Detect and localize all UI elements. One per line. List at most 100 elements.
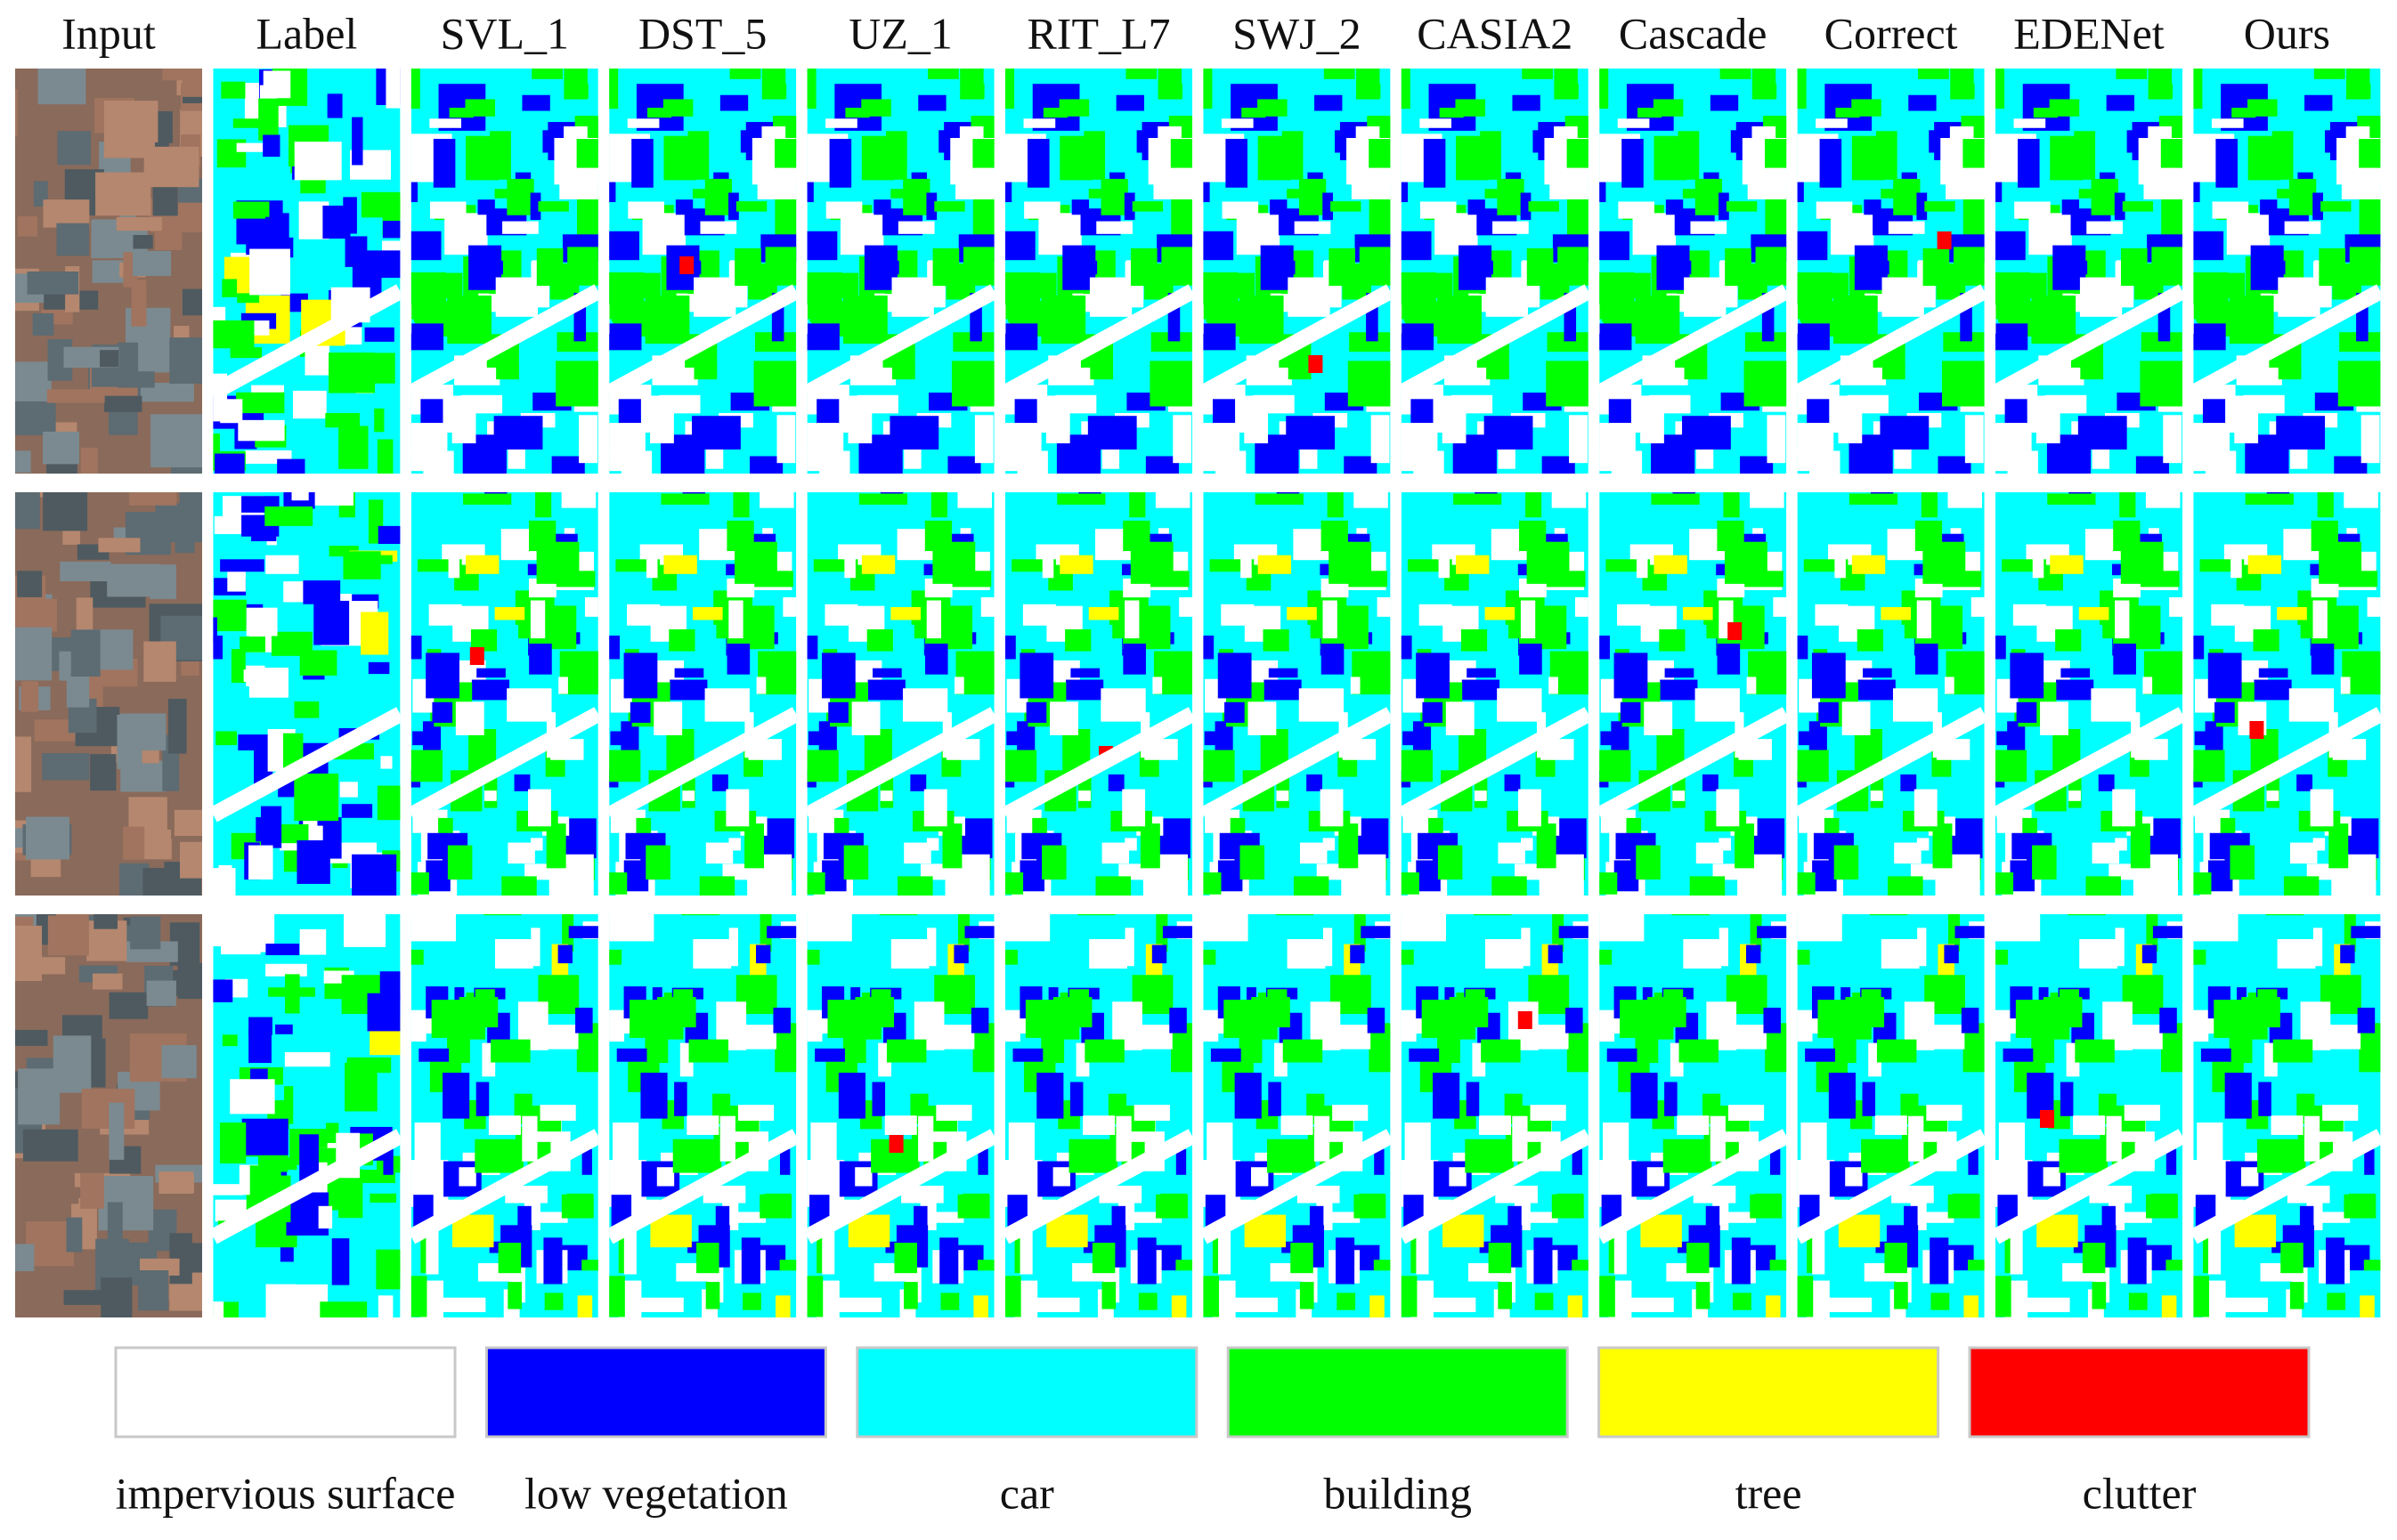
seg-patch (1900, 774, 1917, 791)
road (1995, 707, 2182, 823)
seg-patch (339, 782, 358, 798)
input-patch (56, 223, 90, 256)
seg-patch (2326, 1237, 2345, 1285)
seg-patch (1484, 189, 1518, 199)
legend-swatch (1597, 1346, 1940, 1439)
seg-patch (1682, 606, 1713, 620)
seg-patch (1445, 701, 1475, 735)
seg-patch (953, 332, 995, 353)
seg-patch (1132, 201, 1164, 212)
seg-patch (1203, 69, 1213, 109)
seg-patch (265, 555, 299, 574)
seg-patch (1797, 1276, 1814, 1317)
seg-patch (1924, 201, 1955, 212)
seg-patch (292, 390, 327, 419)
column-header: RIT_L7 (1027, 8, 1170, 58)
seg-patch (2234, 395, 2259, 444)
seg-patch (370, 902, 415, 911)
seg-patch (299, 650, 337, 676)
seg-patch (1251, 1167, 1269, 1187)
seg-patch (1069, 1082, 1084, 1116)
seg-patch (263, 70, 291, 99)
seg-patch (410, 182, 418, 203)
seg-patch (1875, 260, 1889, 275)
seg-patch (2086, 221, 2123, 234)
seg-patch (1769, 1260, 1787, 1271)
seg-patch (641, 272, 661, 299)
tile-content (807, 492, 995, 896)
seg-patch (551, 456, 585, 474)
seg-patch (1613, 652, 1648, 699)
seg-patch (2247, 99, 2278, 117)
seg-patch (378, 525, 401, 545)
road (1005, 1129, 1192, 1244)
seg-patch (483, 790, 497, 801)
road (1797, 707, 1985, 823)
seg-patch (213, 434, 220, 453)
seg-patch (1354, 877, 1369, 896)
seg-patch (735, 247, 761, 287)
seg-patch (1841, 701, 1871, 735)
seg-patch (940, 1293, 960, 1310)
seg-patch (562, 877, 578, 896)
seg-patch (1943, 332, 1985, 353)
seg-patch (2060, 1082, 2074, 1116)
seg-patch (1659, 628, 1686, 652)
seg-patch (2349, 247, 2381, 286)
seg-patch (1694, 688, 1740, 722)
seg-patch (1087, 416, 1137, 450)
seg-patch (871, 989, 891, 1025)
seg-patch (410, 636, 422, 660)
seg-patch (647, 108, 672, 118)
seg-patch (1089, 938, 1127, 969)
seg-patch (918, 94, 947, 111)
seg-patch (609, 423, 646, 457)
seg-patch (1995, 231, 2026, 261)
seg-patch (320, 1301, 368, 1317)
seg-patch (753, 361, 797, 407)
seg-patch (535, 492, 552, 518)
input-patch (138, 1270, 169, 1311)
seg-patch (672, 1139, 722, 1173)
seg-patch (1077, 914, 1116, 916)
seg-patch (1122, 789, 1146, 827)
seg-patch (465, 99, 495, 117)
seg-patch (1369, 1295, 1385, 1317)
seg-patch (705, 842, 734, 864)
seg-patch (623, 1229, 637, 1275)
seg-patch (756, 677, 767, 694)
seg-patch (1419, 118, 1452, 128)
seg-patch (928, 69, 959, 79)
seg-patch (872, 668, 902, 678)
seg-patch (2022, 817, 2037, 836)
seg-patch (284, 1051, 330, 1067)
seg-patch (827, 1000, 860, 1038)
seg-patch (807, 231, 838, 261)
seg-patch (1434, 272, 1453, 299)
seg-patch (418, 1048, 450, 1062)
seg-patch (438, 817, 453, 836)
seg-patch (844, 550, 856, 579)
seg-patch (1247, 701, 1277, 735)
seg-patch (1088, 606, 1119, 620)
seg-patch (616, 1048, 647, 1062)
road (1599, 707, 1787, 823)
seg-patch (1320, 644, 1345, 675)
seg-patch (1060, 555, 1093, 574)
seg-patch (807, 636, 818, 660)
seg-patch (368, 661, 390, 675)
seg-patch (681, 914, 719, 916)
seg-patch (1888, 221, 1925, 234)
seg-patch (1620, 701, 1641, 723)
seg-patch (2160, 139, 2182, 168)
seg-patch (902, 688, 948, 722)
seg-patch (1849, 493, 1898, 505)
seg-patch (532, 69, 563, 79)
seg-patch (1353, 914, 1366, 952)
seg-patch (568, 926, 598, 938)
input-patch (20, 681, 39, 712)
seg-patch (495, 277, 539, 317)
seg-patch (1045, 395, 1070, 444)
seg-patch (2092, 842, 2120, 864)
seg-patch (1534, 1293, 1554, 1310)
